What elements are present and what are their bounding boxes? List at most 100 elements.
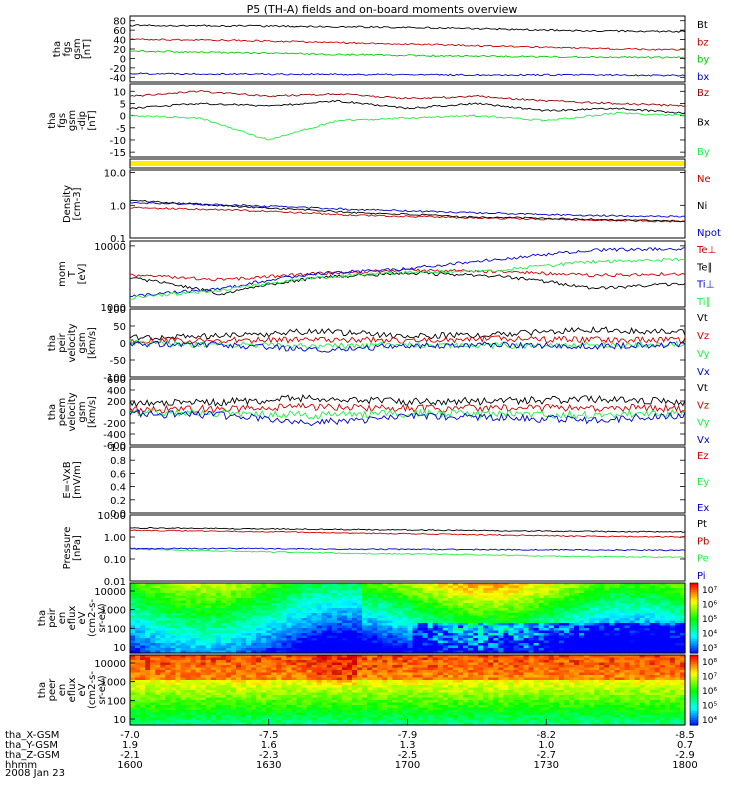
ephemeris-value: 1630: [256, 760, 281, 771]
y-axis-label: [nT]: [87, 110, 98, 130]
legend-entry: Te∥: [696, 262, 713, 273]
y-axis-label: sr-eV): [97, 603, 108, 632]
panel-3: [129, 158, 686, 169]
legend-entry: Bx: [697, 118, 710, 129]
panel-frame: [129, 83, 686, 158]
y-tick-label: 1000: [101, 678, 126, 689]
series-line-Bx: [129, 99, 686, 115]
y-axis-label: (cm2-s-: [87, 671, 98, 709]
ephemeris-value: 1600: [117, 760, 142, 771]
legend-entry: by: [697, 55, 709, 66]
y-axis-label: peer: [47, 678, 58, 702]
y-axis-label: peem: [57, 398, 68, 426]
spectrogram-cells: [130, 583, 686, 654]
y-axis-label: tha: [47, 404, 58, 420]
y-tick-label: -15: [110, 148, 126, 159]
y-tick-label: -100: [103, 373, 126, 384]
legend-entry: Vx: [697, 435, 710, 446]
ephemeris-label: tha_X-GSM: [5, 730, 59, 741]
series-line-Vy: [130, 408, 686, 420]
y-axis-label: velocity: [67, 323, 78, 362]
colorbar: 10⁷ 10⁶ 10⁵ 10⁴ 10³: [689, 582, 717, 654]
y-axis-label: eflux: [67, 606, 78, 631]
series-line-Vx: [129, 340, 686, 353]
y-axis-label: velocity: [67, 392, 78, 431]
y-tick-label: 40: [113, 36, 126, 47]
legend-entry: Vt: [697, 313, 708, 324]
ephemeris-value: -2.7: [536, 750, 556, 761]
y-axis-label: [nT]: [82, 39, 93, 59]
series-line-Pi: [129, 547, 686, 552]
legend-entry: Pi: [697, 571, 706, 582]
series-line-by: [129, 49, 686, 59]
y-tick-label: -40: [110, 73, 126, 84]
ephemeris-value: 1.6: [261, 740, 277, 751]
y-tick-label: 1000: [101, 606, 126, 617]
panel-frame: [129, 582, 686, 654]
ephemeris-value: 1730: [534, 760, 559, 771]
y-axis-label: eV: [77, 611, 88, 624]
series-line-Ti⊥: [129, 246, 686, 298]
y-tick-label: 60: [113, 26, 126, 37]
time-axis-footer: tha_X-GSM -7.0 -7.5 -7.9 -8.2 -8.5 tha_Y-GSM 1.…: [5, 719, 698, 771]
y-tick-label: -50: [110, 356, 126, 367]
y-tick-label: 1.00: [104, 533, 126, 544]
y-axis-label: T: [67, 270, 78, 278]
y-tick-label: 10.00: [97, 511, 126, 522]
legend-entry: Ti∥: [696, 297, 711, 308]
series-line-Bt: [129, 24, 686, 33]
colorbar-tick: 10⁴: [702, 630, 717, 640]
y-tick-label: 100: [107, 696, 126, 707]
colorbar-tick: 10³: [702, 644, 717, 654]
legend-entry: Ne: [697, 174, 711, 185]
panel-9: 10.00 1.00 0.10 0.01 Pt Pb Pe Pi Pressure [nPa]: [62, 511, 709, 588]
ephemeris-value: -2.9: [675, 750, 695, 761]
panel-2: 105 0-5-10-15 Bz Bx By tha fgs gsm -dip [nT]: [47, 83, 710, 159]
ephemeris-value: -2.5: [398, 750, 418, 761]
series-line-By: [129, 112, 686, 141]
panel-5: 10000 1000 Te⊥ Te∥ Ti⊥ Ti∥ mom T [eV]: [57, 240, 716, 314]
ephemeris-value: -7.0: [120, 730, 140, 741]
y-axis-label: Density: [62, 185, 73, 223]
ephemeris-value: -2.3: [259, 750, 279, 761]
ephemeris-label: tha_Y-GSM: [5, 740, 58, 751]
y-axis-label: E=-VxB: [62, 461, 73, 498]
colorbar-tick: 10⁷: [702, 673, 717, 683]
ephemeris-value: -8.2: [536, 730, 556, 741]
y-axis-label: tha: [52, 41, 63, 57]
legend-entry: bz: [697, 37, 709, 48]
y-axis-label: mom: [57, 261, 68, 287]
y-tick-label: 10: [113, 643, 126, 654]
y-tick-label: 0: [120, 112, 126, 123]
series-line-Pt: [129, 527, 686, 533]
y-axis-label: gsm: [77, 332, 88, 353]
colorbar: 10⁸ 10⁷ 10⁶ 10⁵ 10⁴: [689, 654, 717, 726]
series-line-Pe: [129, 548, 686, 559]
flag-bar: [130, 161, 685, 166]
series-line-Vx: [129, 409, 686, 427]
y-axis-label: (cm2-s-: [87, 599, 98, 637]
legend-entry: bx: [697, 72, 709, 83]
chart-title: P5 (TH-A) fields and on-board moments ov…: [247, 3, 518, 16]
y-axis-label: [km/s]: [87, 396, 98, 428]
y-tick-label: 0.10: [104, 555, 126, 566]
ephemeris-value: -7.5: [259, 730, 279, 741]
y-tick-label: 200: [107, 397, 126, 408]
series-line-Vt: [129, 325, 686, 341]
legend-entry: Pb: [697, 536, 709, 547]
legend-entry: Ti⊥: [696, 280, 714, 291]
y-axis-label: -dip: [77, 111, 88, 130]
y-tick-label: 0: [120, 408, 126, 419]
legend-entry: Vt: [697, 383, 708, 394]
y-axis-label: gsm: [72, 38, 83, 59]
panel-frame: [129, 514, 686, 582]
y-axis-label: [km/s]: [87, 327, 98, 359]
y-axis-label: Pressure: [62, 527, 73, 570]
panel-frame: [129, 446, 686, 514]
series-line-Pb: [129, 529, 686, 538]
y-tick-label: 50: [113, 322, 126, 333]
